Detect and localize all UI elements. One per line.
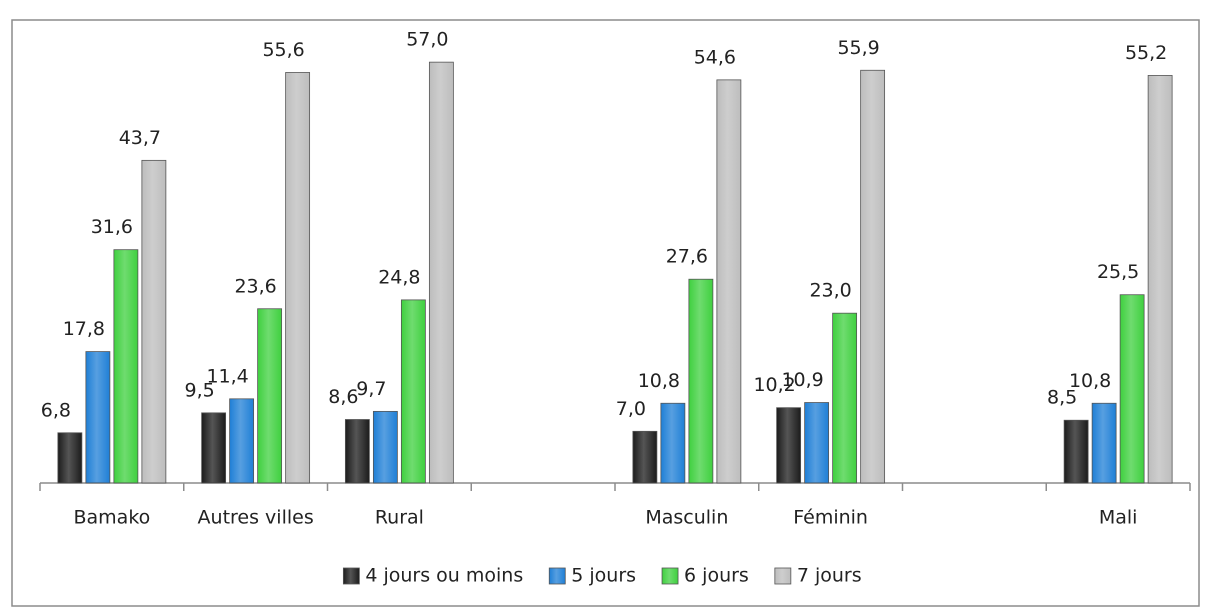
bar	[57, 432, 83, 484]
data-label: 8,6	[328, 386, 358, 408]
data-label: 24,8	[378, 266, 420, 288]
data-label: 8,5	[1047, 387, 1077, 409]
bar	[229, 398, 255, 484]
data-label: 27,6	[666, 246, 708, 268]
legend-label: 7 jours	[797, 565, 862, 587]
data-label: 55,6	[262, 39, 304, 61]
bar	[632, 430, 658, 484]
bar	[776, 407, 802, 484]
bar	[344, 419, 370, 484]
bar	[1147, 75, 1173, 484]
legend-label: 5 jours	[571, 565, 636, 587]
bar	[1091, 402, 1117, 484]
data-label: 23,0	[809, 280, 851, 302]
data-label: 31,6	[91, 216, 133, 238]
legend-label: 4 jours ou moins	[365, 565, 523, 587]
data-label: 54,6	[694, 46, 736, 68]
legend-swatch	[342, 567, 360, 585]
x-tick-label: Masculin	[645, 507, 728, 529]
bar	[85, 351, 111, 484]
legend-label: 6 jours	[684, 565, 749, 587]
legend-swatch	[661, 567, 679, 585]
bar	[804, 402, 830, 484]
data-label: 10,9	[781, 369, 823, 391]
data-label: 7,0	[616, 398, 646, 420]
chart-border	[11, 19, 1200, 607]
x-tick-label: Rural	[375, 507, 424, 529]
data-label: 55,9	[837, 37, 879, 59]
bar	[660, 402, 686, 484]
data-label: 23,6	[234, 275, 276, 297]
data-label: 57,0	[406, 29, 448, 51]
data-label: 10,8	[1069, 370, 1111, 392]
legend-item: 7 jours	[774, 565, 862, 587]
legend-item: 5 jours	[548, 565, 636, 587]
data-label: 11,4	[206, 365, 248, 387]
bar	[1119, 294, 1145, 484]
bar	[201, 412, 227, 484]
legend-swatch	[548, 567, 566, 585]
bar	[285, 72, 311, 484]
x-tick-label: Féminin	[793, 507, 868, 529]
legend-item: 6 jours	[661, 565, 749, 587]
bar	[860, 69, 886, 484]
data-label: 9,5	[185, 379, 215, 401]
bar	[832, 312, 858, 484]
bar	[716, 79, 742, 484]
legend-swatch	[774, 567, 792, 585]
data-label: 9,7	[356, 378, 386, 400]
bar	[428, 61, 454, 484]
bar	[1063, 419, 1089, 484]
x-tick-label: Autres villes	[198, 507, 314, 529]
data-label: 25,5	[1097, 261, 1139, 283]
x-tick-label: Mali	[1099, 507, 1138, 529]
bar	[141, 159, 167, 484]
data-label: 43,7	[119, 127, 161, 149]
bar	[257, 308, 283, 484]
data-label: 10,8	[638, 370, 680, 392]
legend-item: 4 jours ou moins	[342, 565, 523, 587]
data-label: 10,2	[753, 374, 795, 396]
data-label: 17,8	[63, 318, 105, 340]
bar	[400, 299, 426, 484]
data-label: 55,2	[1125, 42, 1167, 64]
bar	[113, 249, 139, 484]
bar	[688, 278, 714, 484]
data-label: 6,8	[41, 399, 71, 421]
bar	[372, 410, 398, 484]
x-tick-label: Bamako	[73, 507, 150, 529]
